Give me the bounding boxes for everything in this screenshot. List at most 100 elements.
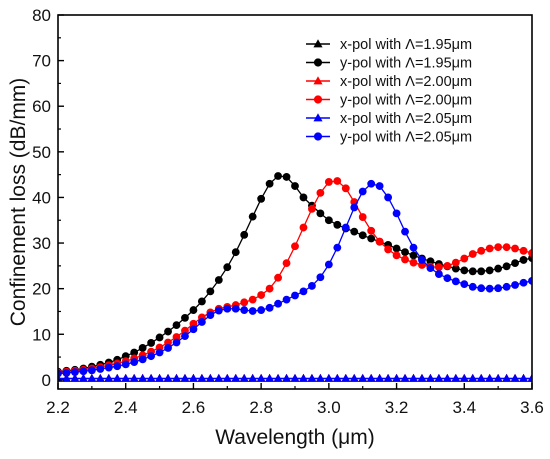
legend-label: x-pol with Λ=1.95μm: [340, 37, 472, 53]
data-point: [434, 270, 443, 278]
data-point: [316, 188, 325, 197]
data-point: [257, 291, 266, 299]
data-point: [350, 203, 359, 212]
data-point: [511, 259, 519, 268]
data-point: [181, 332, 189, 341]
data-point: [240, 230, 249, 239]
data-point: [528, 249, 532, 257]
data-point: [189, 319, 198, 328]
data-point: [164, 338, 172, 347]
data-point: [443, 261, 452, 270]
data-point: [274, 299, 282, 308]
data-point: [214, 373, 224, 382]
data-point: [384, 193, 393, 202]
y-tick-label: 20: [32, 280, 51, 299]
data-point: [112, 373, 122, 382]
data-point: [299, 373, 308, 382]
data-point: [248, 295, 257, 304]
series-line: [58, 183, 532, 375]
data-point: [256, 373, 266, 382]
data-point: [367, 226, 376, 235]
data-point: [341, 184, 350, 193]
data-point: [189, 373, 198, 382]
data-point: [494, 284, 503, 293]
data-point: [324, 260, 333, 269]
data-point: [71, 368, 79, 377]
data-point: [291, 182, 299, 190]
data-point: [409, 373, 418, 382]
x-tick-label: 3.2: [385, 398, 409, 417]
data-point: [460, 254, 469, 263]
data-point: [130, 358, 139, 367]
data-point: [485, 373, 495, 382]
data-point: [172, 333, 181, 341]
series-5: [58, 179, 532, 378]
data-point: [214, 306, 223, 315]
legend-marker: [313, 39, 323, 48]
data-point: [231, 373, 241, 382]
x-tick-label: 2.4: [114, 398, 138, 417]
y-axis-title: Confinement loss (dB/mm): [7, 78, 30, 327]
ticks-layer: 2.2 2.4 2.6 2.8 3.0 3.2 3.4 3.6 0 10 20 30 40 50 60 70 8…: [32, 6, 544, 417]
data-point: [392, 251, 401, 260]
legend-entry: y-pol with Λ=1.95μm: [306, 56, 472, 72]
data-point: [502, 262, 511, 271]
data-point: [493, 373, 503, 382]
data-point: [426, 264, 435, 273]
data-point: [248, 307, 257, 315]
data-point: [434, 263, 443, 272]
data-point: [265, 284, 274, 293]
data-point: [451, 277, 460, 286]
data-point: [291, 291, 299, 300]
data-point: [95, 373, 105, 382]
data-point: [138, 355, 147, 364]
data-point: [442, 373, 452, 382]
data-point: [502, 243, 511, 252]
series-1: [58, 172, 532, 376]
data-point: [96, 365, 105, 373]
data-point: [121, 360, 130, 369]
data-point: [172, 321, 181, 330]
x-tick-label: 2.8: [249, 398, 273, 417]
series-3: [58, 177, 532, 377]
data-point: [341, 373, 351, 382]
legend-label: y-pol with Λ=2.05μm: [340, 130, 472, 146]
data-point: [299, 287, 308, 296]
data-point: [205, 373, 215, 382]
data-point: [129, 373, 139, 382]
data-point: [349, 373, 359, 382]
data-point: [147, 339, 156, 347]
data-point: [197, 297, 206, 306]
data-point: [265, 179, 274, 188]
data-point: [172, 338, 181, 347]
data-point: [197, 373, 207, 382]
data-point: [358, 187, 367, 196]
data-point: [392, 244, 401, 253]
data-point: [502, 282, 511, 291]
legend-entry: y-pol with Λ=2.00μm: [306, 93, 472, 109]
y-tick-label: 10: [32, 325, 51, 344]
data-point: [79, 367, 88, 376]
data-point: [460, 266, 469, 275]
data-point: [138, 373, 148, 382]
data-point: [291, 242, 299, 251]
data-point: [375, 237, 384, 246]
data-point: [434, 373, 444, 382]
data-point: [290, 373, 300, 382]
y-tick-label: 30: [32, 234, 51, 253]
legend-label: y-pol with Λ=2.00μm: [340, 93, 472, 109]
data-point: [511, 281, 519, 289]
legend-marker: [313, 58, 323, 67]
x-tick-label: 2.2: [46, 398, 70, 417]
legend-entry: x-pol with Λ=2.05μm: [306, 111, 472, 127]
y-tick-label: 0: [42, 371, 51, 390]
series-4: [58, 373, 532, 382]
series-line: [58, 175, 532, 373]
data-point: [248, 212, 257, 221]
data-point: [316, 373, 325, 382]
data-point: [494, 264, 503, 273]
data-point: [510, 373, 520, 382]
data-point: [400, 373, 410, 382]
data-point: [62, 373, 71, 382]
